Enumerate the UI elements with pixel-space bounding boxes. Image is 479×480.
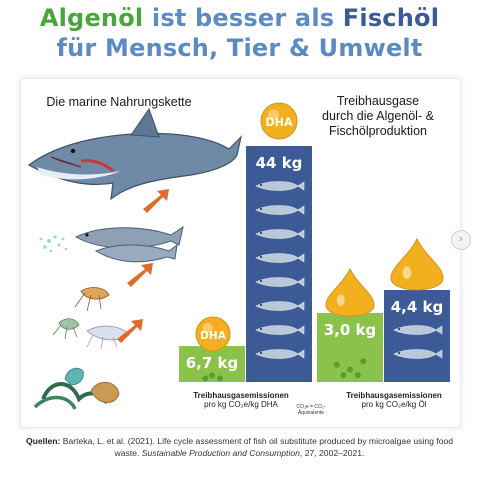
emissions-label-line-1: Treibhausgase xyxy=(336,94,420,108)
chart-1-xlabel: Treibhausgasemissionen pro kg CO₂e/kg DH… xyxy=(171,391,311,409)
chart-1-algae-dot-5 xyxy=(216,375,223,382)
shark-illustration xyxy=(27,107,243,201)
source-citation: Quellen: Barteka, L. et al. (2021). Life… xyxy=(14,435,465,459)
dha-badge-bottom: DHA xyxy=(195,316,231,352)
chart-2-algae-dot-4 xyxy=(340,372,347,379)
chart-2-algae-dot-3 xyxy=(360,358,367,365)
chart-1-fish-icon-1 xyxy=(255,181,305,191)
algae-illustration xyxy=(33,367,120,410)
chart-1-fish-icon-7 xyxy=(255,325,305,335)
co2-note-line-2: Äquivalente xyxy=(298,409,324,416)
chart-1-value-label-1: 6,7 kg xyxy=(186,354,239,372)
chart-2-algae-dot-2 xyxy=(347,366,353,373)
chart-2-bar-2 xyxy=(384,290,450,382)
headline-ist-besser-als: ist besser als xyxy=(151,4,335,32)
source-journal: Sustainable Production and Consumption xyxy=(141,448,300,458)
krill-illustration xyxy=(52,287,130,350)
source-tail: , 27, 2002–2021. xyxy=(299,448,365,458)
dha-badge-top: DHA xyxy=(260,102,298,140)
food-chain-label: Die marine Nahrungskette xyxy=(46,95,192,109)
oil-drop-algae xyxy=(325,267,375,317)
chart-1-fish-icon-2 xyxy=(255,205,305,215)
chart-1-xlabel-line-1: Treibhausgasemissionen xyxy=(193,391,289,400)
chart-1-fish-icon-5 xyxy=(255,277,305,287)
infographic-svg: CO₂e = CO₂- Äquivalente 6,7 kg 44 kg 3,0 k… xyxy=(27,102,450,416)
bar-layer: 6,7 kg 44 kg 3,0 kg 4,4 kg xyxy=(179,146,450,382)
chart-1-algae-dot-2 xyxy=(209,372,215,379)
chart-2-algae-dot-5 xyxy=(354,372,361,379)
svg-text:DHA: DHA xyxy=(265,116,293,129)
co2-note-line-1: CO₂e = CO₂- xyxy=(296,404,325,410)
chart-1-fish-icon-8 xyxy=(255,349,305,359)
chart-2-value-label-1: 3,0 kg xyxy=(324,321,377,339)
chart-2-fish-icon-2 xyxy=(393,349,443,359)
headline-line-2: für Mensch, Tier & Umwelt xyxy=(56,34,423,62)
chart-2-xlabel-line-2: pro kg CO₂e/kg Öl xyxy=(361,400,427,409)
headline-line-1: Algenöl ist besser als Fischöl xyxy=(0,4,479,32)
chart-2-xlabel-line-1: Treibhausgasemissionen xyxy=(346,391,442,400)
chart-1-fish-icon-4 xyxy=(255,253,305,263)
chart-1-fish-icon-3 xyxy=(255,229,305,239)
chart-1-xlabel-line-2: pro kg CO₂e/kg DHA xyxy=(204,400,278,409)
fish-group-illustration xyxy=(39,225,184,263)
source-prefix: Quellen: xyxy=(25,436,61,446)
chart-1-fish-icon-6 xyxy=(255,301,305,311)
chart-2-value-label-2: 4,4 kg xyxy=(391,298,444,316)
svg-text:DHA: DHA xyxy=(200,330,227,342)
carousel-next-button[interactable]: › xyxy=(451,230,471,250)
food-chain-arrows xyxy=(117,189,169,343)
icon-layer: DHA DHA xyxy=(195,102,444,352)
chart-1-algae-dot-4 xyxy=(202,375,209,382)
source-text: Barteka, L. et al. (2021). Life cycle as… xyxy=(60,436,454,458)
emissions-label-line-2: durch die Algenöl- & xyxy=(322,109,434,123)
oil-drop-fish xyxy=(390,237,444,291)
headline-fischoel: Fischöl xyxy=(342,4,440,32)
emissions-label: Treibhausgase durch die Algenöl- & Fisch… xyxy=(303,94,453,139)
infographic-panel: CO₂e = CO₂- Äquivalente 6,7 kg 44 kg 3,0 k… xyxy=(20,78,461,428)
chart-2-xlabel: Treibhausgasemissionen pro kg CO₂e/kg Öl xyxy=(329,391,459,409)
emissions-label-line-3: Fischölproduktion xyxy=(329,124,427,138)
chart-2-algae-dot-1 xyxy=(333,361,340,368)
chart-1-value-label-2: 44 kg xyxy=(256,154,303,172)
headline-algenoel: Algenöl xyxy=(39,4,144,32)
chart-2-fish-icon-1 xyxy=(393,325,443,335)
